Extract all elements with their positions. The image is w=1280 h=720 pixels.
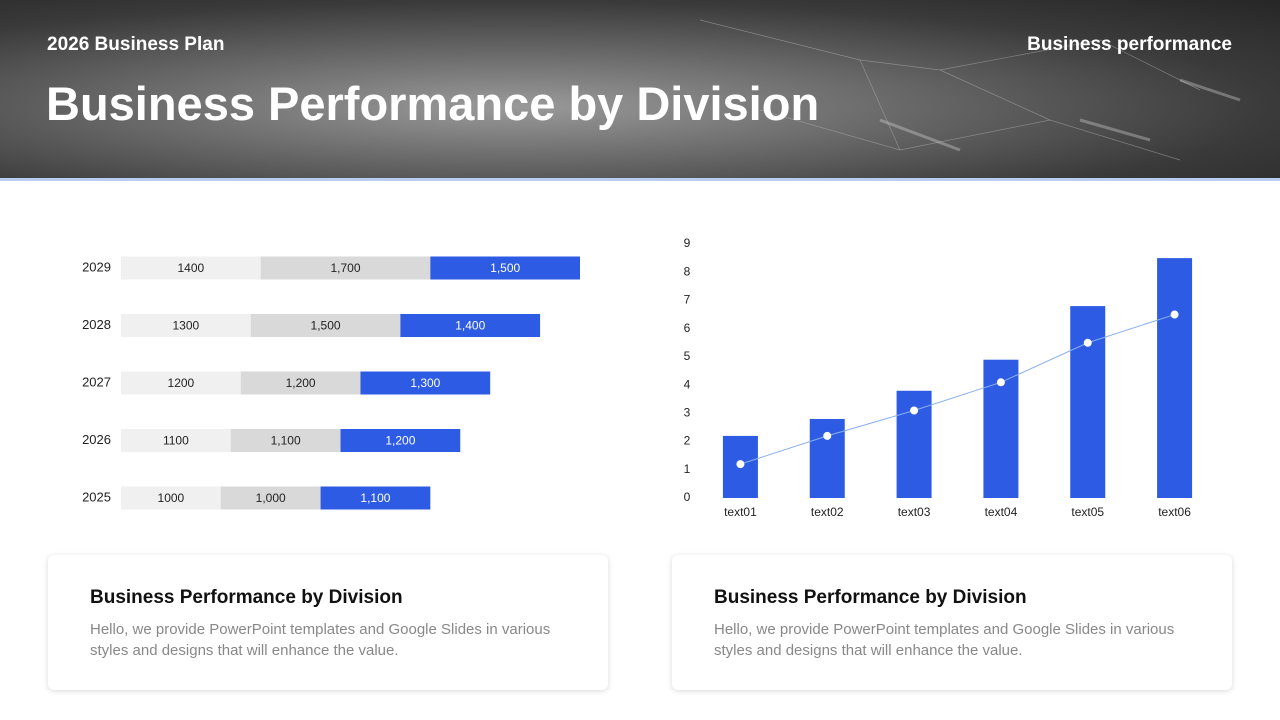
bar-segment bbox=[220, 486, 321, 510]
y-tick-label: 0 bbox=[684, 490, 691, 504]
y-tick-label: 3 bbox=[684, 406, 691, 420]
x-tick-label: text04 bbox=[985, 505, 1018, 519]
data-label: 1200 bbox=[168, 376, 195, 390]
header-subtitle: 2026 Business Plan bbox=[47, 34, 225, 55]
y-tick-label: 9 bbox=[684, 236, 691, 250]
card-title: Business Performance by Division bbox=[90, 587, 403, 608]
header: 2026 Business Plan Business performance … bbox=[0, 0, 1280, 181]
card: Business Performance by Division Hello, … bbox=[672, 555, 1232, 690]
y-tick-label: 2 bbox=[684, 434, 691, 448]
x-tick-label: text01 bbox=[724, 505, 757, 519]
data-label: 1,200 bbox=[286, 376, 316, 390]
data-label: 1000 bbox=[158, 491, 185, 505]
y-tick-label: 5 bbox=[684, 349, 691, 363]
bar-segment bbox=[121, 314, 251, 337]
header-decoration bbox=[699, 19, 1241, 161]
bar-segment bbox=[400, 314, 541, 337]
data-label: 1,500 bbox=[490, 261, 520, 275]
data-label: 1100 bbox=[163, 434, 189, 448]
line-marker bbox=[996, 378, 1005, 387]
data-label: 1400 bbox=[177, 261, 204, 275]
data-label: 1,400 bbox=[455, 319, 485, 333]
line-marker bbox=[823, 431, 832, 440]
bar-segment bbox=[230, 429, 341, 452]
header-title: Business Performance by Division bbox=[46, 77, 820, 130]
card-body: Hello, we provide PowerPoint templates a… bbox=[714, 621, 1175, 659]
y-tick-label: 6 bbox=[684, 321, 691, 335]
bar-segment bbox=[250, 314, 401, 337]
bar-segment bbox=[260, 256, 431, 280]
card-title: Business Performance by Division bbox=[714, 587, 1027, 608]
card-body: Hello, we provide PowerPoint templates a… bbox=[90, 621, 551, 659]
data-label: 1,500 bbox=[311, 319, 341, 333]
data-label: 1,100 bbox=[271, 434, 301, 448]
bar-segment bbox=[320, 486, 431, 510]
bar-segment bbox=[340, 429, 461, 452]
y-tick-label: 4 bbox=[684, 377, 691, 391]
bar-segment bbox=[121, 256, 261, 280]
y-tick-label: 2028 bbox=[82, 317, 111, 332]
header-section: Business performance bbox=[1027, 34, 1232, 55]
bar bbox=[809, 418, 845, 498]
y-tick-label: 8 bbox=[684, 264, 691, 278]
y-tick-label: 2025 bbox=[82, 489, 111, 504]
bar-segment bbox=[430, 256, 580, 280]
line-marker bbox=[1083, 338, 1092, 347]
bar-segment bbox=[121, 371, 241, 395]
y-tick-label: 2026 bbox=[82, 432, 111, 447]
card: Business Performance by Division Hello, … bbox=[48, 555, 608, 690]
bar bbox=[1157, 258, 1193, 498]
line-marker bbox=[736, 460, 745, 469]
x-tick-label: text02 bbox=[811, 505, 844, 519]
data-label: 1,700 bbox=[330, 261, 360, 275]
x-tick-label: text06 bbox=[1158, 505, 1191, 519]
y-tick-label: 7 bbox=[684, 293, 691, 307]
bar-segment bbox=[121, 429, 231, 452]
data-label: 1,300 bbox=[410, 376, 440, 390]
line-marker bbox=[1170, 310, 1179, 319]
x-tick-label: text03 bbox=[898, 505, 931, 519]
y-tick-label: 1 bbox=[684, 462, 691, 476]
line-marker bbox=[910, 406, 919, 415]
data-label: 1,000 bbox=[256, 491, 286, 505]
bar bbox=[1070, 306, 1106, 498]
x-tick-label: text05 bbox=[1071, 505, 1104, 519]
y-tick-label: 2029 bbox=[82, 259, 111, 274]
data-label: 1,100 bbox=[360, 491, 390, 505]
line bbox=[740, 314, 1175, 465]
stacked-bar-chart: 2029 1400 1,700 1,500 2028 1300 1,500 1,400 2027… bbox=[82, 256, 580, 510]
combo-chart: 0 1 2 3 4 5 6 7 8 9 text01 text02 text03 text04 text05… bbox=[684, 236, 1193, 519]
data-label: 1,200 bbox=[385, 434, 415, 448]
y-tick-label: 2027 bbox=[82, 374, 111, 389]
data-label: 1300 bbox=[173, 319, 200, 333]
bar-segment bbox=[360, 371, 491, 395]
bar-segment bbox=[240, 371, 361, 395]
bar-segment bbox=[121, 486, 221, 510]
